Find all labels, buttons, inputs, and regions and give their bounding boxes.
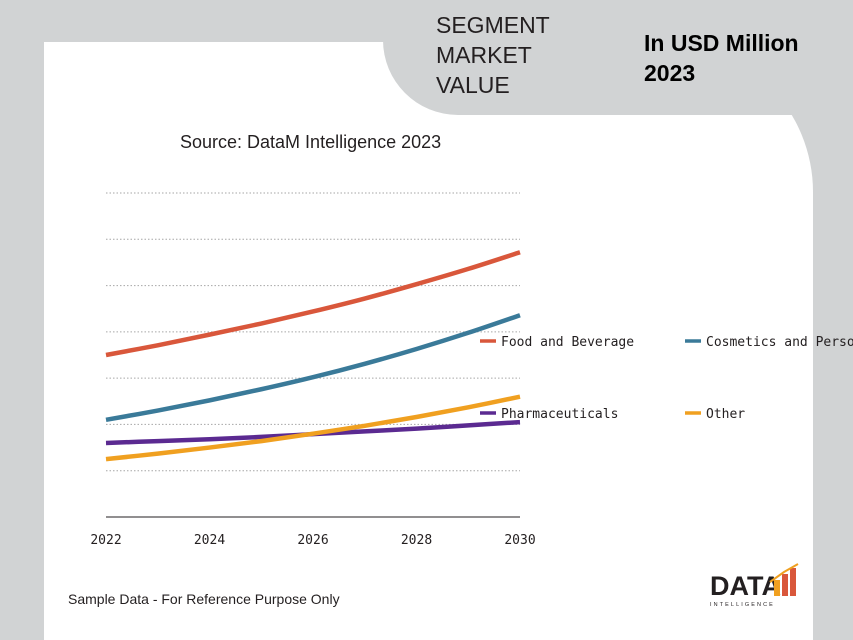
series-line — [105, 394, 521, 462]
footnote: Sample Data - For Reference Purpose Only — [68, 591, 340, 607]
legend-label: Food and Beverage — [501, 335, 634, 350]
x-tick-label: 2028 — [401, 533, 432, 548]
legend-label: Other — [706, 407, 745, 422]
x-tick-label: 2024 — [194, 533, 225, 548]
legend: Food and Beverage Cosmetics and Personal … — [480, 335, 853, 422]
legend-label: Cosmetics and Personal Care — [706, 335, 853, 350]
unit-title: In USD Million 2023 — [644, 30, 799, 86]
legend-label: Pharmaceuticals — [501, 407, 618, 422]
x-tick-label: 2030 — [504, 533, 535, 548]
series-line — [105, 250, 521, 358]
x-tick-label: 2022 — [90, 533, 121, 548]
logo-subword: INTELLIGENCE — [710, 602, 775, 608]
x-axis: 2022 2024 2026 2028 2030 — [90, 516, 536, 548]
gridlines — [106, 192, 520, 472]
series-line — [105, 313, 521, 423]
series-lines — [105, 250, 521, 462]
datam-logo: DATA INTELLIGENCE — [710, 563, 799, 608]
chart-source: Source: DataM Intelligence 2023 — [180, 132, 442, 152]
segment-title: SEGMENT MARKET VALUE — [436, 12, 550, 98]
header-cutout — [383, 0, 853, 115]
bar-chart-icon — [769, 563, 799, 596]
logo-word: DATA — [710, 571, 781, 601]
x-tick-label: 2026 — [297, 533, 328, 548]
